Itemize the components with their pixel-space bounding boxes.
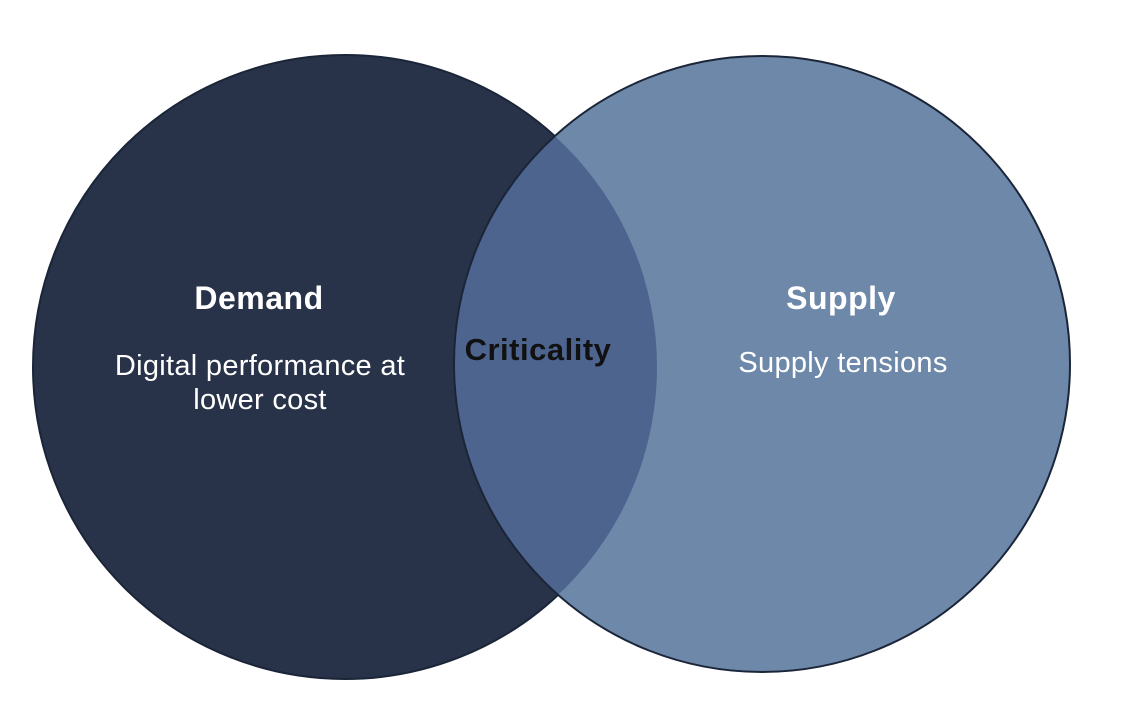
criticality-label: Criticality: [464, 332, 612, 367]
supply-description: Supply tensions: [738, 347, 948, 379]
demand-description-line1: Digital performance at: [114, 350, 406, 382]
demand-description-line2: lower cost: [193, 384, 327, 416]
supply-title: Supply: [786, 280, 896, 316]
demand-title: Demand: [194, 280, 324, 316]
supply-circle-outline: [453, 55, 1071, 673]
overlap-region: [454, 56, 657, 672]
demand-description: Digital performance at lower cost: [60, 349, 460, 417]
